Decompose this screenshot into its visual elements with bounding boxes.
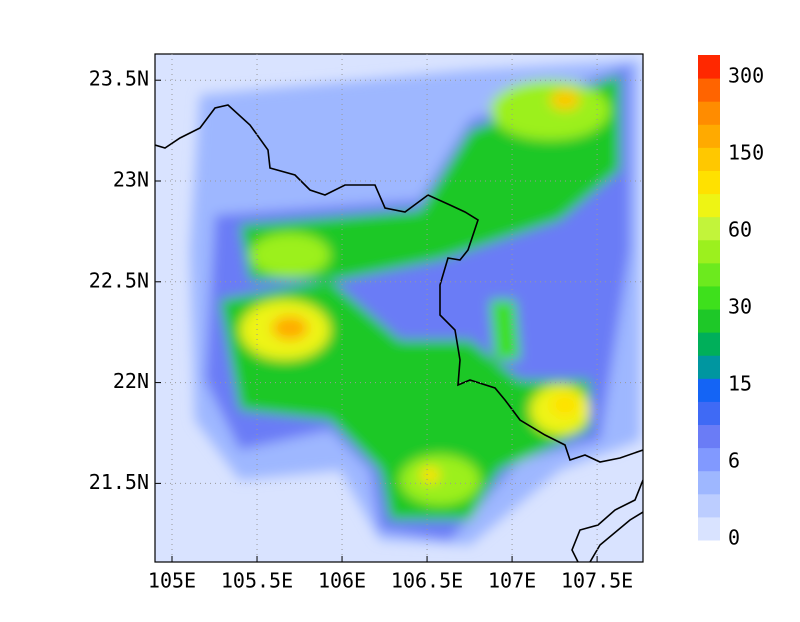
colorbar-box	[698, 239, 720, 264]
y-tick-label: 22.5N	[89, 268, 149, 292]
colorbar-box	[698, 101, 720, 125]
colorbar-box	[698, 170, 720, 195]
y-tick-label: 21.5N	[89, 470, 149, 494]
x-tick-label: 105E	[148, 569, 196, 593]
colorbar-box	[698, 355, 720, 379]
colorbar-box	[698, 285, 720, 310]
precip-field	[155, 54, 643, 562]
colorbar-box	[698, 262, 720, 287]
colorbar-box	[698, 147, 720, 171]
colorbar-box	[698, 55, 720, 79]
colorbar-label: 60	[728, 218, 752, 242]
x-tick-label: 107.5E	[561, 569, 633, 593]
map-frame	[154, 53, 644, 563]
colorbar-box	[698, 516, 720, 541]
colorbar-box	[698, 332, 720, 356]
colorbar-box	[698, 216, 720, 241]
x-tick-label: 106.5E	[391, 569, 463, 593]
colorbar-label: 0	[728, 526, 740, 550]
colorbar-box	[698, 193, 720, 218]
colorbar-label: 6	[728, 449, 740, 473]
colorbar-box	[698, 424, 720, 449]
x-tick-label: 107E	[488, 569, 536, 593]
colorbar-box	[698, 447, 720, 472]
colorbar-label: 300	[728, 64, 764, 88]
x-tick-label: 105.5E	[221, 569, 293, 593]
x-tick-label: 106E	[318, 569, 366, 593]
y-tick-label: 23N	[113, 168, 149, 192]
colorbar-box	[698, 493, 720, 518]
y-tick-label: 23.5N	[89, 67, 149, 91]
colorbar-box	[698, 378, 720, 402]
colorbar-label: 15	[728, 372, 752, 396]
colorbar-box	[698, 309, 720, 333]
colorbar-box	[698, 124, 720, 148]
colorbar-box	[698, 78, 720, 102]
colorbar-box	[698, 470, 720, 495]
colorbar-label: 150	[728, 141, 764, 165]
colorbar-box	[698, 401, 720, 426]
y-tick-label: 22N	[113, 369, 149, 393]
colorbar-label: 30	[728, 295, 752, 319]
